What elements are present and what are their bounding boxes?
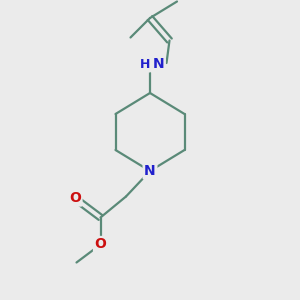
Text: N: N: [153, 58, 164, 71]
Text: N: N: [144, 164, 156, 178]
Text: O: O: [94, 238, 106, 251]
Text: H: H: [140, 58, 150, 71]
Text: O: O: [69, 191, 81, 205]
